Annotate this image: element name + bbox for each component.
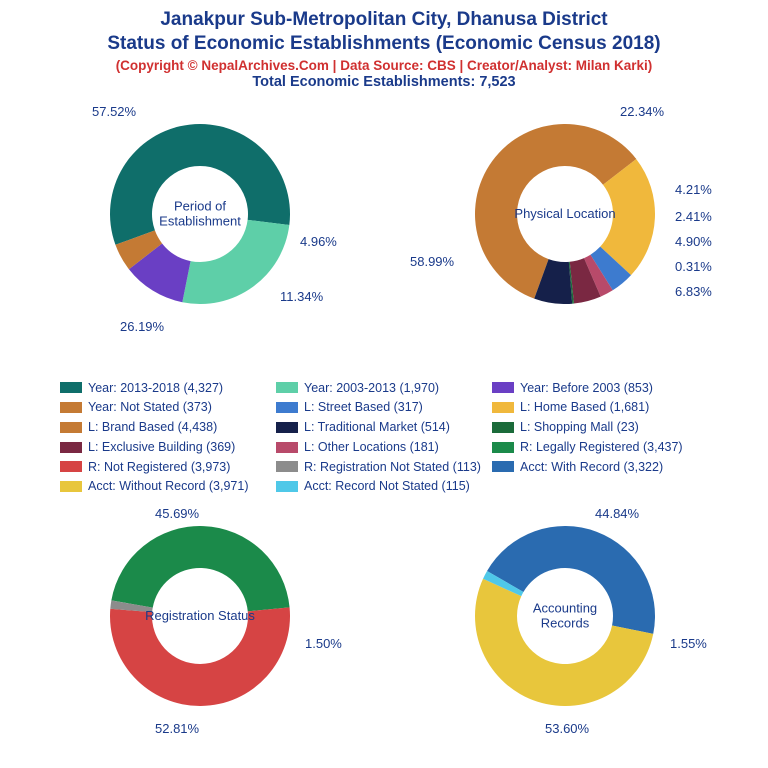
legend-swatch: [60, 402, 82, 413]
legend-item-7: L: Traditional Market (514): [276, 418, 492, 437]
legend-item-9: L: Exclusive Building (369): [60, 438, 276, 457]
slice-registration-0: [111, 526, 289, 611]
legend-item-3: Year: Not Stated (373): [60, 398, 276, 417]
legend-item-4: L: Street Based (317): [276, 398, 492, 417]
legend-swatch: [60, 461, 82, 472]
legend-swatch: [60, 422, 82, 433]
legend-swatch: [492, 422, 514, 433]
pct-label-accounting-0: 44.84%: [595, 506, 639, 521]
pct-label-accounting-2: 1.55%: [670, 636, 707, 651]
title-line1: Janakpur Sub-Metropolitan City, Dhanusa …: [10, 8, 758, 32]
chart-title-registration: Registration Status: [145, 608, 255, 624]
chart-title-period: Period of Establishment: [145, 198, 255, 229]
legend-label: L: Brand Based (4,438): [88, 418, 217, 437]
legend-label: L: Other Locations (181): [304, 438, 439, 457]
title-line2: Status of Economic Establishments (Econo…: [10, 32, 758, 56]
legend-label: L: Shopping Mall (23): [520, 418, 639, 437]
chart-title-accounting: Accounting Records: [510, 600, 620, 631]
pct-label-location-1: 22.34%: [620, 104, 664, 119]
legend-label: Year: Not Stated (373): [88, 398, 212, 417]
pct-label-period-2: 11.34%: [280, 289, 323, 304]
pct-label-period-1: 26.19%: [120, 319, 164, 334]
legend-swatch: [276, 481, 298, 492]
pct-label-location-3: 2.41%: [675, 209, 712, 224]
pct-label-registration-2: 1.50%: [305, 636, 342, 651]
legend-item-10: L: Other Locations (181): [276, 438, 492, 457]
pct-label-location-5: 0.31%: [675, 259, 712, 274]
legend-item-6: L: Brand Based (4,438): [60, 418, 276, 437]
pct-label-registration-1: 52.81%: [155, 721, 199, 736]
legend-item-2: Year: Before 2003 (853): [492, 379, 708, 398]
pct-label-location-6: 6.83%: [675, 284, 712, 299]
total-establishments: Total Economic Establishments: 7,523: [10, 74, 758, 90]
legend-label: Acct: With Record (3,322): [520, 458, 663, 477]
charts-area: Period of Establishment 57.52% 26.19% 11.34…: [0, 94, 768, 754]
legend-label: R: Not Registered (3,973): [88, 458, 230, 477]
legend-swatch: [492, 461, 514, 472]
legend-item-8: L: Shopping Mall (23): [492, 418, 708, 437]
legend-item-15: Acct: Without Record (3,971): [60, 477, 276, 496]
pct-label-period-0: 57.52%: [92, 104, 136, 119]
legend-label: L: Street Based (317): [304, 398, 423, 417]
legend-label: Year: Before 2003 (853): [520, 379, 653, 398]
legend-item-16: Acct: Record Not Stated (115): [276, 477, 492, 496]
legend-label: R: Registration Not Stated (113): [304, 458, 481, 477]
pct-label-location-0: 58.99%: [410, 254, 454, 269]
legend-label: L: Home Based (1,681): [520, 398, 649, 417]
legend-item-5: L: Home Based (1,681): [492, 398, 708, 417]
subtitle: (Copyright © NepalArchives.Com | Data So…: [10, 58, 758, 73]
chart-location: Physical Location58.99%22.34%4.21%2.41%4…: [475, 124, 655, 304]
legend-item-0: Year: 2013-2018 (4,327): [60, 379, 276, 398]
legend-label: Acct: Without Record (3,971): [88, 477, 248, 496]
pct-label-accounting-1: 53.60%: [545, 721, 589, 736]
pct-label-registration-0: 45.69%: [155, 506, 199, 521]
legend-label: L: Exclusive Building (369): [88, 438, 235, 457]
chart-period: Period of Establishment57.52%26.19%11.34…: [110, 124, 290, 304]
pct-label-location-2: 4.21%: [675, 182, 712, 197]
legend-swatch: [276, 442, 298, 453]
legend-label: L: Traditional Market (514): [304, 418, 450, 437]
legend-swatch: [276, 422, 298, 433]
legend-swatch: [60, 382, 82, 393]
legend-label: Year: 2003-2013 (1,970): [304, 379, 439, 398]
legend-item-1: Year: 2003-2013 (1,970): [276, 379, 492, 398]
legend-label: Acct: Record Not Stated (115): [304, 477, 470, 496]
legend-item-14: Acct: With Record (3,322): [492, 458, 708, 477]
pct-label-location-4: 4.90%: [675, 234, 712, 249]
slice-period-1: [182, 219, 289, 303]
legend-swatch: [60, 481, 82, 492]
legend-swatch: [492, 382, 514, 393]
legend-swatch: [276, 402, 298, 413]
title-block: Janakpur Sub-Metropolitan City, Dhanusa …: [0, 0, 768, 94]
legend-swatch: [276, 461, 298, 472]
legend-label: R: Legally Registered (3,437): [520, 438, 683, 457]
legend-item-12: R: Not Registered (3,973): [60, 458, 276, 477]
legend-swatch: [492, 442, 514, 453]
chart-accounting: Accounting Records44.84%53.60%1.55%: [475, 526, 655, 706]
legend-label: Year: 2013-2018 (4,327): [88, 379, 223, 398]
legend-swatch: [276, 382, 298, 393]
legend-swatch: [492, 402, 514, 413]
legend-swatch: [60, 442, 82, 453]
chart-title-location: Physical Location: [510, 206, 620, 222]
legend: Year: 2013-2018 (4,327) Year: 2003-2013 (…: [60, 379, 708, 498]
chart-registration: Registration Status45.69%52.81%1.50%: [110, 526, 290, 706]
legend-item-11: R: Legally Registered (3,437): [492, 438, 708, 457]
pct-label-period-3: 4.96%: [300, 234, 337, 249]
legend-item-13: R: Registration Not Stated (113): [276, 458, 492, 477]
